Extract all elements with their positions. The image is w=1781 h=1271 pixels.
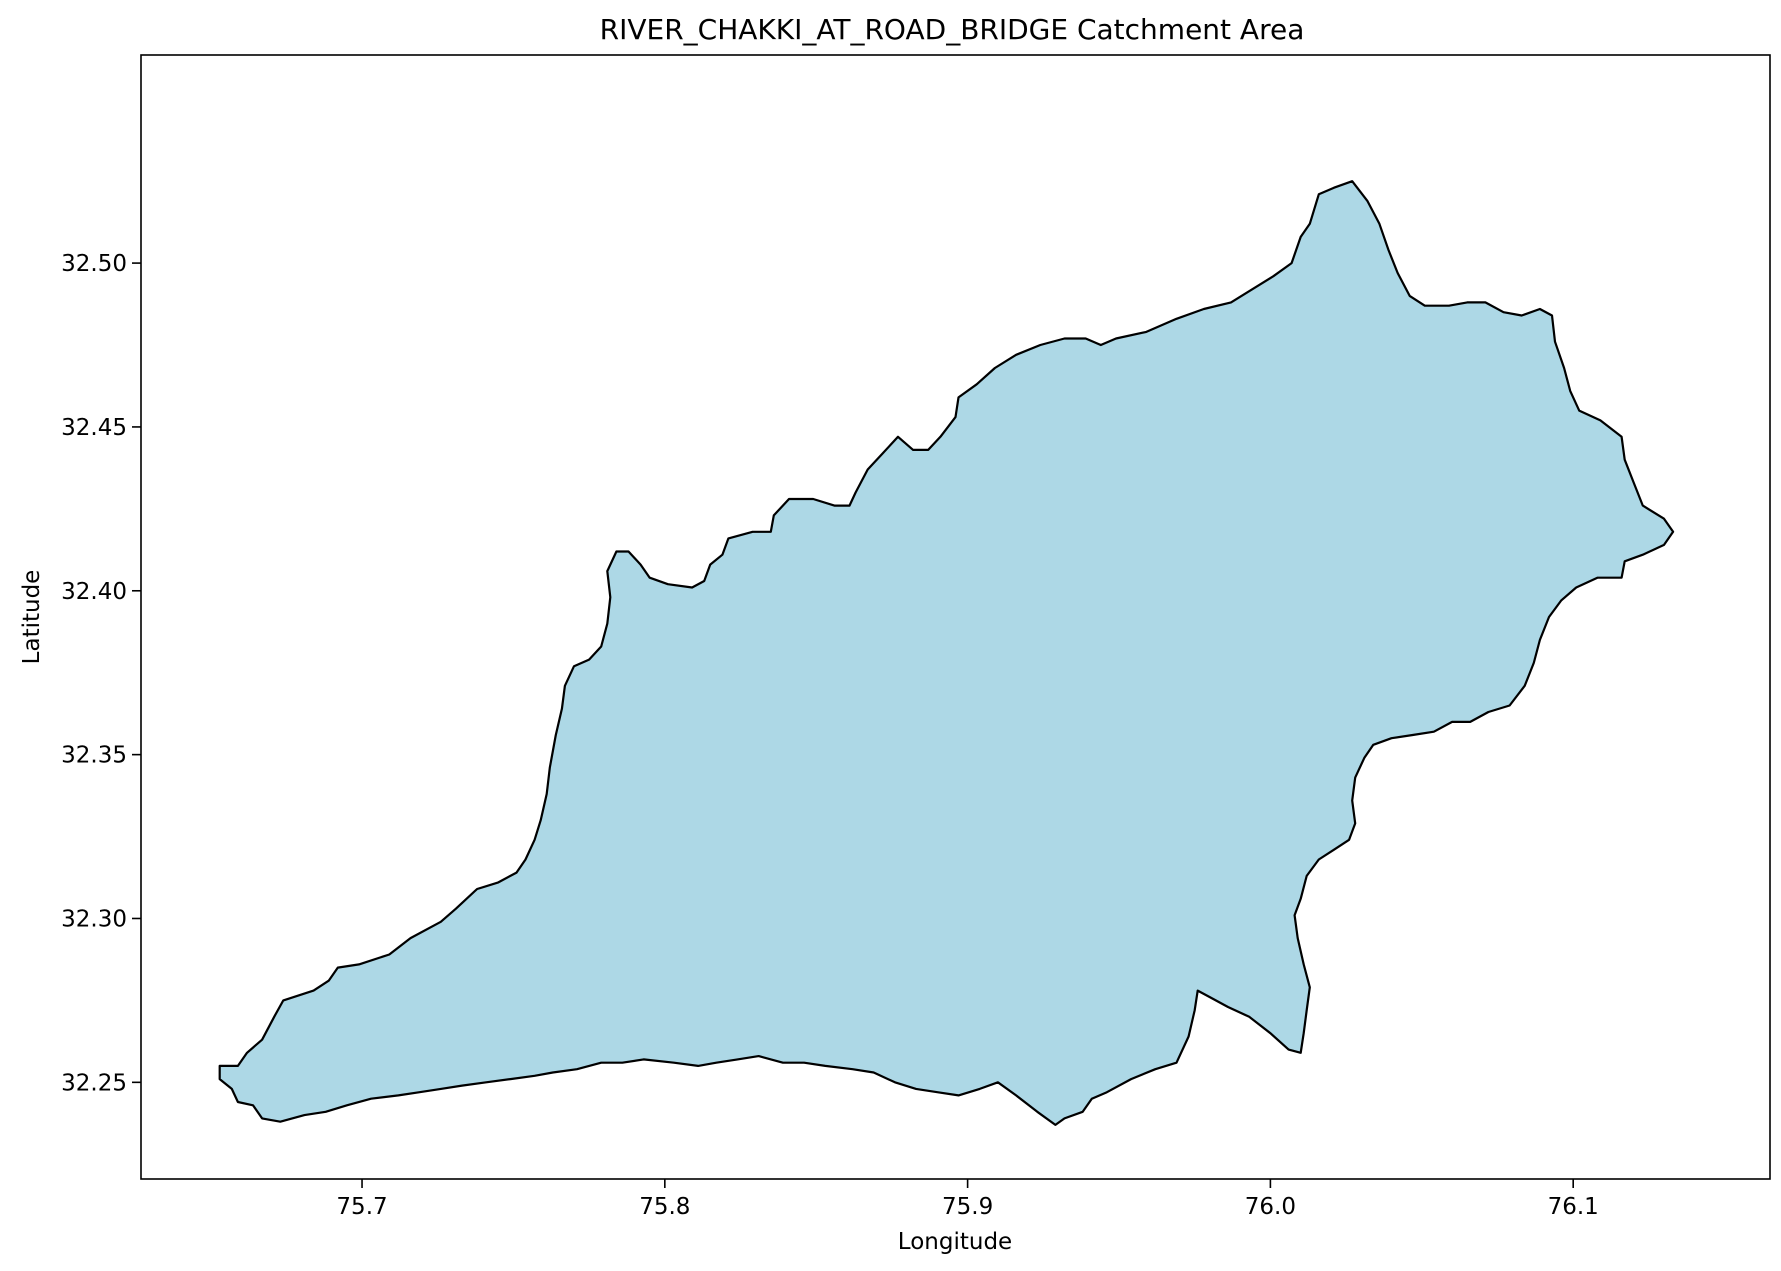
x-axis-label: Longitude (898, 1229, 1012, 1255)
x-tick-label: 76.1 (1548, 1194, 1599, 1220)
plot-area (140, 54, 1771, 1180)
x-tick-label: 75.9 (942, 1194, 993, 1220)
axes-frame (140, 54, 1771, 1180)
x-axis-ticks: 75.7 75.8 75.9 76.0 76.1 (336, 1179, 1599, 1220)
y-axis-ticks: 32.25 32.30 32.35 32.40 32.45 32.50 (61, 251, 141, 1096)
y-axis-label: Latitude (19, 570, 45, 665)
y-tick-label: 32.45 (61, 415, 127, 441)
x-tick-label: 76.0 (1245, 1194, 1296, 1220)
x-tick-label: 75.7 (336, 1194, 387, 1220)
y-tick-label: 32.25 (61, 1070, 127, 1096)
x-tick-label: 75.8 (639, 1194, 690, 1220)
y-tick-label: 32.35 (61, 743, 127, 769)
y-tick-label: 32.30 (61, 906, 127, 932)
chart-title: RIVER_CHAKKI_AT_ROAD_BRIDGE Catchment Ar… (600, 13, 1305, 46)
catchment-polygon (218, 180, 1675, 1126)
y-tick-label: 32.40 (61, 579, 127, 605)
y-tick-label: 32.50 (61, 251, 127, 277)
